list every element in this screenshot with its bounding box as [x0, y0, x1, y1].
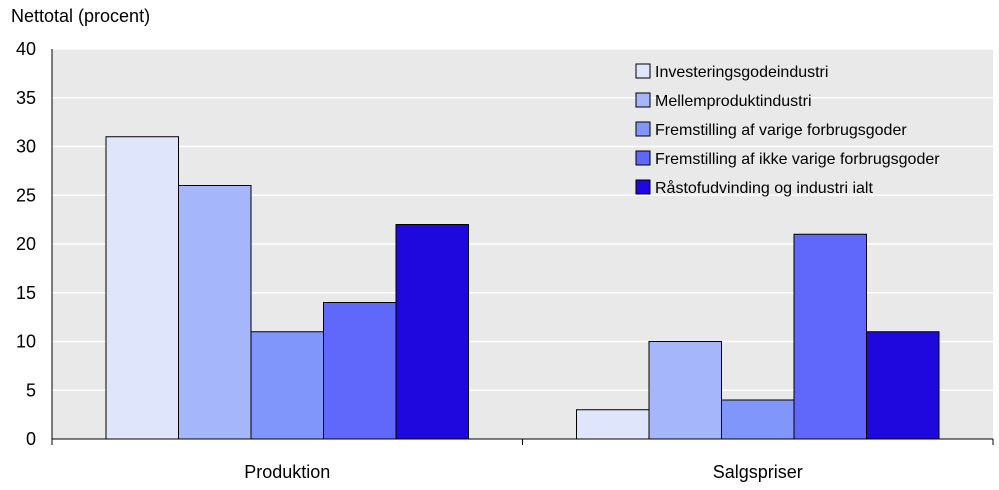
x-tick-labels: Produktion Salgspriser [244, 462, 803, 482]
bar [576, 409, 650, 440]
bars [105, 136, 940, 440]
y-tick-label: 0 [26, 429, 36, 449]
y-axis-title: Nettotal (procent) [11, 6, 151, 26]
bar [178, 185, 252, 440]
y-tick-label: 20 [16, 234, 36, 254]
x-tick-label: Produktion [244, 462, 330, 482]
y-tick-label: 5 [26, 380, 36, 400]
legend-swatch [635, 179, 651, 195]
legend-label: Fremstilling af ikke varige forbrugsgode… [655, 151, 940, 168]
bar [648, 341, 722, 440]
legend-label: Råstofudvinding og industri ialt [655, 179, 873, 197]
legend: Investeringsgodeindustri Mellemproduktind… [635, 63, 940, 197]
bar [721, 399, 795, 440]
legend-swatch [635, 92, 651, 108]
legend-swatch [635, 63, 651, 79]
bar [866, 331, 940, 440]
y-tick-labels: 0 5 10 15 20 25 30 35 40 [16, 39, 36, 449]
legend-label: Mellemproduktindustri [655, 93, 812, 110]
x-tick-label: Salgspriser [713, 462, 803, 482]
bar [250, 331, 324, 440]
y-tick-label: 10 [16, 332, 36, 352]
bar [323, 302, 397, 440]
bar [105, 136, 179, 440]
y-tick-label: 25 [16, 185, 36, 205]
legend-label: Fremstilling af varige forbrugsgoder [655, 122, 907, 139]
y-tick-label: 30 [16, 137, 36, 157]
bar [395, 224, 469, 440]
legend-label: Investeringsgodeindustri [655, 64, 828, 81]
y-tick-label: 40 [16, 39, 36, 59]
legend-swatch [635, 150, 651, 166]
y-tick-label: 15 [16, 283, 36, 303]
axes [51, 49, 994, 445]
bar [793, 233, 867, 440]
legend-swatch [635, 121, 651, 137]
y-tick-label: 35 [16, 88, 36, 108]
